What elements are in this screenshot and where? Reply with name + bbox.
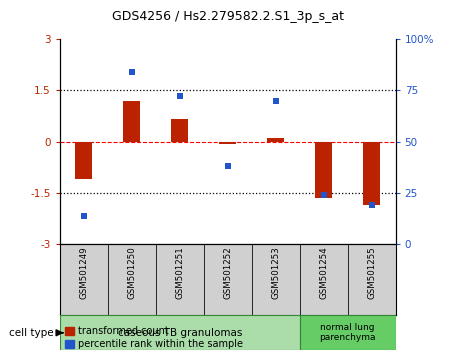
Bar — [75, 142, 92, 179]
Bar — [60, 245, 107, 315]
Bar — [203, 245, 251, 315]
Text: caseous TB granulomas: caseous TB granulomas — [118, 328, 241, 338]
Bar — [171, 119, 188, 142]
Bar — [123, 101, 140, 142]
Text: GSM501250: GSM501250 — [127, 247, 136, 299]
Bar — [299, 315, 395, 350]
Bar — [156, 245, 203, 315]
Text: normal lung
parenchyma: normal lung parenchyma — [319, 323, 375, 343]
Bar — [267, 138, 284, 142]
Text: cell type: cell type — [9, 328, 54, 338]
Text: GSM501254: GSM501254 — [319, 247, 327, 299]
Bar — [314, 142, 331, 198]
Bar — [299, 245, 347, 315]
Bar — [219, 142, 235, 144]
Bar — [251, 245, 299, 315]
Text: GSM501252: GSM501252 — [223, 247, 232, 299]
Text: GDS4256 / Hs2.279582.2.S1_3p_s_at: GDS4256 / Hs2.279582.2.S1_3p_s_at — [112, 10, 343, 23]
Legend: transformed count, percentile rank within the sample: transformed count, percentile rank withi… — [65, 326, 243, 349]
Text: GSM501255: GSM501255 — [366, 247, 375, 299]
Bar — [107, 245, 156, 315]
Text: GSM501251: GSM501251 — [175, 247, 184, 299]
Bar — [60, 315, 299, 350]
Text: GSM501249: GSM501249 — [79, 247, 88, 299]
Text: GSM501253: GSM501253 — [271, 247, 280, 299]
Bar — [347, 245, 395, 315]
Bar — [363, 142, 379, 205]
